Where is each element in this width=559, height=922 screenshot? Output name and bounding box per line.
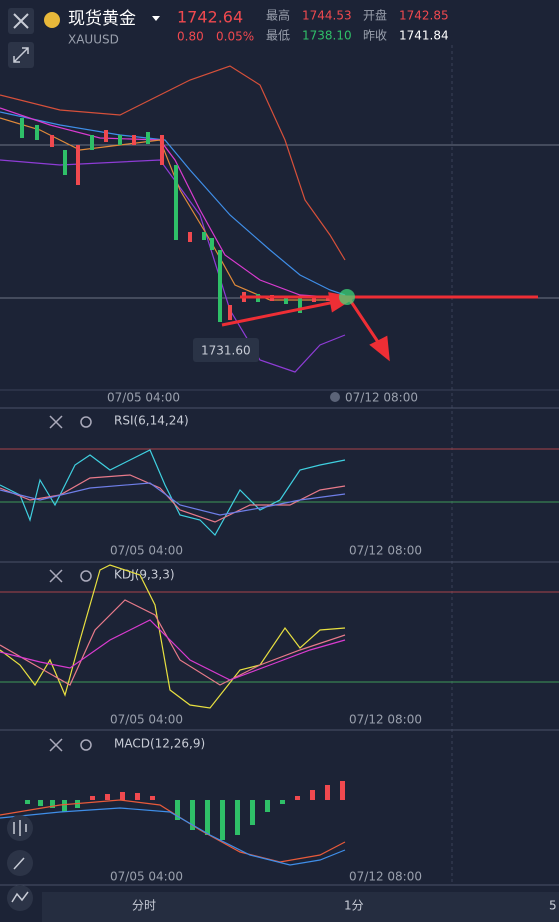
kdj-lines	[0, 564, 346, 709]
dropdown-icon[interactable]	[152, 16, 160, 21]
gold-icon	[44, 12, 60, 28]
close-icon	[13, 13, 29, 29]
settings-icon[interactable]	[80, 739, 92, 751]
tab[interactable]: 5	[549, 899, 557, 913]
settings-icon[interactable]	[80, 570, 92, 582]
close-panel[interactable]	[49, 569, 63, 583]
header: 现货黄金 XAUUSD 1742.64 0.80 0.05% 最高 1744.5…	[8, 8, 449, 68]
x-label: 07/05 04:00	[110, 544, 183, 558]
cursor-dot	[330, 392, 340, 402]
settings-icon[interactable]	[80, 416, 92, 428]
x-label: 07/12 08:00	[349, 870, 422, 884]
stat-label: 最高	[266, 8, 290, 23]
stat-label: 开盘	[363, 8, 387, 23]
stat-value: 1744.53	[302, 9, 352, 23]
tab-bar	[42, 892, 559, 922]
stat-label: 昨收	[363, 29, 387, 43]
tab[interactable]: 1分	[344, 899, 364, 913]
x-label: 07/05 04:00	[110, 870, 183, 884]
close-panel[interactable]	[49, 415, 63, 429]
x-label: 07/05 04:00	[110, 713, 183, 727]
candles	[20, 118, 330, 322]
change: 0.80	[177, 30, 204, 44]
tab[interactable]: 分时	[132, 899, 156, 913]
price: 1742.64	[177, 8, 243, 27]
panel-label: MACD(12,26,9)	[114, 737, 205, 751]
stat-value: 1741.84	[399, 29, 449, 43]
x-label: 07/12 08:00	[349, 544, 422, 558]
stat-label: 最低	[266, 29, 290, 43]
rsi-lines	[0, 449, 346, 536]
macd-lines	[0, 799, 346, 866]
current-point	[339, 289, 355, 305]
change-pct: 0.05%	[216, 30, 254, 44]
instrument-name[interactable]: 现货黄金	[68, 9, 136, 29]
x-label: 07/05 04:00	[107, 391, 180, 405]
low-label: 1731.60	[201, 344, 251, 358]
stat-value: 1742.85	[399, 9, 449, 23]
collapse-icon	[13, 47, 29, 63]
close-panel[interactable]	[49, 738, 63, 752]
x-label: 07/12 08:00	[345, 391, 418, 405]
x-label: 07/12 08:00	[349, 713, 422, 727]
symbol: XAUUSD	[68, 33, 119, 47]
toolbar	[7, 815, 33, 911]
macd-histogram	[25, 781, 345, 840]
low-label-box	[193, 338, 259, 362]
panel-label: RSI(6,14,24)	[114, 414, 189, 428]
stat-value: 1738.10	[302, 29, 352, 43]
